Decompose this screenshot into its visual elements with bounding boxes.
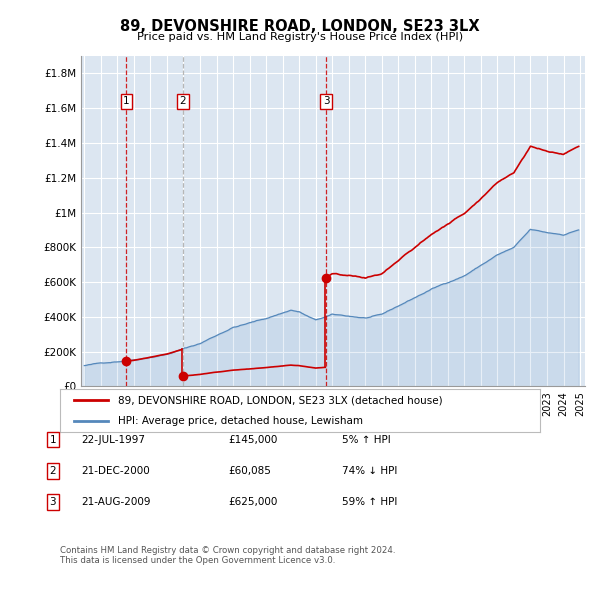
Text: £60,085: £60,085	[228, 466, 271, 476]
Text: Contains HM Land Registry data © Crown copyright and database right 2024.
This d: Contains HM Land Registry data © Crown c…	[60, 546, 395, 565]
Text: Price paid vs. HM Land Registry's House Price Index (HPI): Price paid vs. HM Land Registry's House …	[137, 32, 463, 42]
Text: 5% ↑ HPI: 5% ↑ HPI	[342, 435, 391, 444]
Text: 1: 1	[123, 96, 130, 106]
Text: £625,000: £625,000	[228, 497, 277, 507]
Text: 1: 1	[49, 435, 56, 444]
Text: 2: 2	[179, 96, 186, 106]
Text: 21-DEC-2000: 21-DEC-2000	[81, 466, 150, 476]
Text: £145,000: £145,000	[228, 435, 277, 444]
Text: 21-AUG-2009: 21-AUG-2009	[81, 497, 151, 507]
Text: HPI: Average price, detached house, Lewisham: HPI: Average price, detached house, Lewi…	[118, 417, 362, 426]
Text: 74% ↓ HPI: 74% ↓ HPI	[342, 466, 397, 476]
Text: 22-JUL-1997: 22-JUL-1997	[81, 435, 145, 444]
Text: 89, DEVONSHIRE ROAD, LONDON, SE23 3LX (detached house): 89, DEVONSHIRE ROAD, LONDON, SE23 3LX (d…	[118, 395, 442, 405]
Text: 89, DEVONSHIRE ROAD, LONDON, SE23 3LX: 89, DEVONSHIRE ROAD, LONDON, SE23 3LX	[120, 19, 480, 34]
Text: 3: 3	[49, 497, 56, 507]
Text: 59% ↑ HPI: 59% ↑ HPI	[342, 497, 397, 507]
Text: 2: 2	[49, 466, 56, 476]
Text: 3: 3	[323, 96, 329, 106]
